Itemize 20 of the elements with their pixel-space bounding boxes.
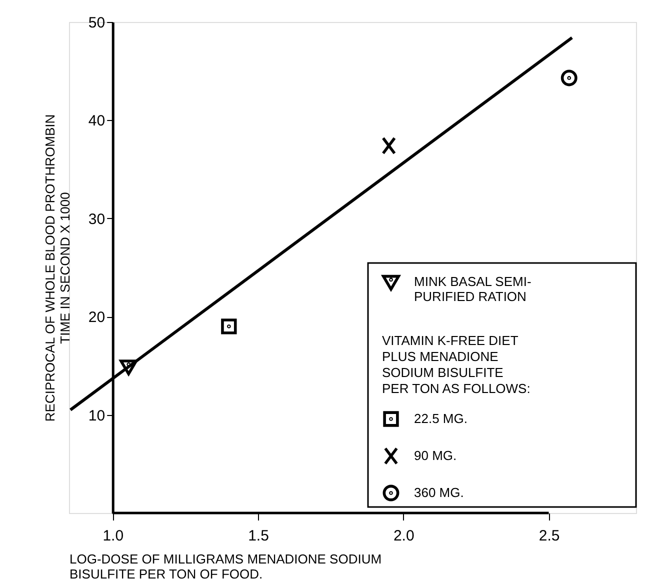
y-tick-label: 20 xyxy=(88,309,106,326)
x-tick-label: 1.5 xyxy=(248,528,269,544)
legend-title: VITAMIN K-FREE DIET PLUS MENADIONE SODIUM BISULFITE PER TON AS FOLLOWS: xyxy=(382,333,530,396)
legend-label: MINK BASAL SEMI-PURIFIED RATION xyxy=(414,274,532,304)
legend-label: 22.5 MG. xyxy=(414,411,468,426)
y-tick-label: 40 xyxy=(88,112,106,130)
legend-label: 360 MG. xyxy=(414,485,464,500)
x-tick-label: 1.0 xyxy=(102,528,124,544)
y-tick-label: 50 xyxy=(88,14,106,32)
point xyxy=(120,360,138,376)
y-tick-label: 30 xyxy=(88,210,106,228)
point xyxy=(560,70,578,86)
x-tick-label: 2.5 xyxy=(538,528,560,544)
y-tick-label: 10 xyxy=(88,407,106,424)
y-axis-title: RECIPROCAL OF WHOLE BLOOD PROTHROMBIN TIME IN SECOND X 1000 xyxy=(42,114,72,422)
x-axis-title: LOG-DOSE OF MILLIGRAMS MENADIONE SODIUM BISULFITE PER TON OF FOOD. xyxy=(70,552,382,582)
legend-label: 90 MG. xyxy=(414,448,457,463)
x-tick-label: 2.0 xyxy=(393,528,414,544)
point xyxy=(221,318,237,334)
point xyxy=(382,136,396,155)
